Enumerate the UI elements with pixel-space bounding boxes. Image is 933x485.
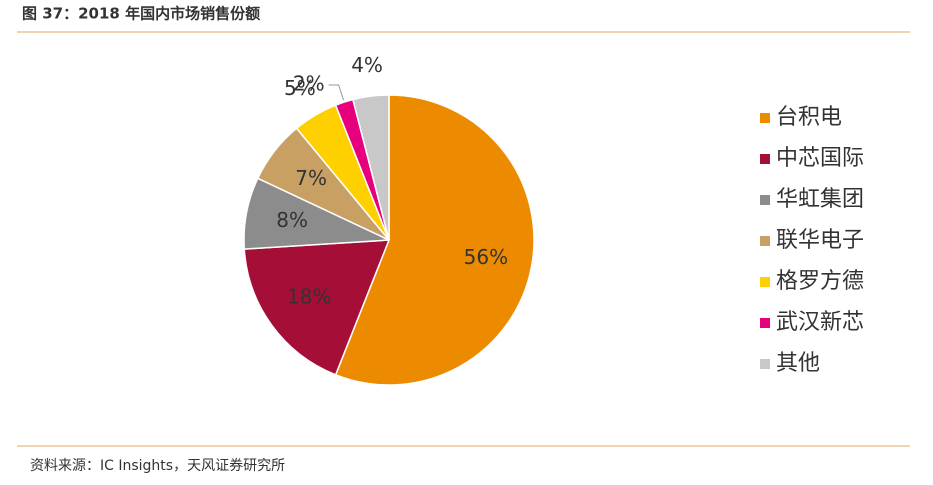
legend-label: 联华电子 — [776, 228, 864, 253]
data-label: 7% — [295, 166, 327, 190]
legend-label: 华虹集团 — [776, 187, 864, 212]
data-label: 56% — [464, 245, 508, 269]
leader-line — [328, 84, 345, 101]
legend-label: 武汉新芯 — [776, 310, 864, 335]
legend-label: 其他 — [776, 351, 820, 376]
legend-swatch — [760, 236, 770, 246]
legend-swatch — [760, 195, 770, 205]
data-label: 2% — [293, 71, 325, 95]
source: 资料来源：IC Insights，天风证券研究所 — [30, 458, 285, 474]
legend-label: 台积电 — [776, 105, 842, 130]
pie-slice — [334, 94, 535, 386]
legend-label: 格罗方德 — [776, 269, 864, 294]
legend-label: 中芯国际 — [776, 146, 864, 171]
chart-title: 图 37：2018 年国内市场销售份额 — [22, 5, 260, 23]
pie-slice — [243, 239, 391, 376]
data-label: 4% — [351, 53, 383, 77]
legend-swatch — [760, 318, 770, 328]
legend-swatch — [760, 154, 770, 164]
legend-swatch — [760, 277, 770, 287]
data-label: 18% — [287, 284, 331, 308]
legend-swatch — [760, 359, 770, 369]
data-label: 5% — [284, 76, 316, 100]
data-label: 8% — [276, 208, 308, 232]
pie-slice — [352, 94, 390, 241]
legend-swatch — [760, 113, 770, 123]
